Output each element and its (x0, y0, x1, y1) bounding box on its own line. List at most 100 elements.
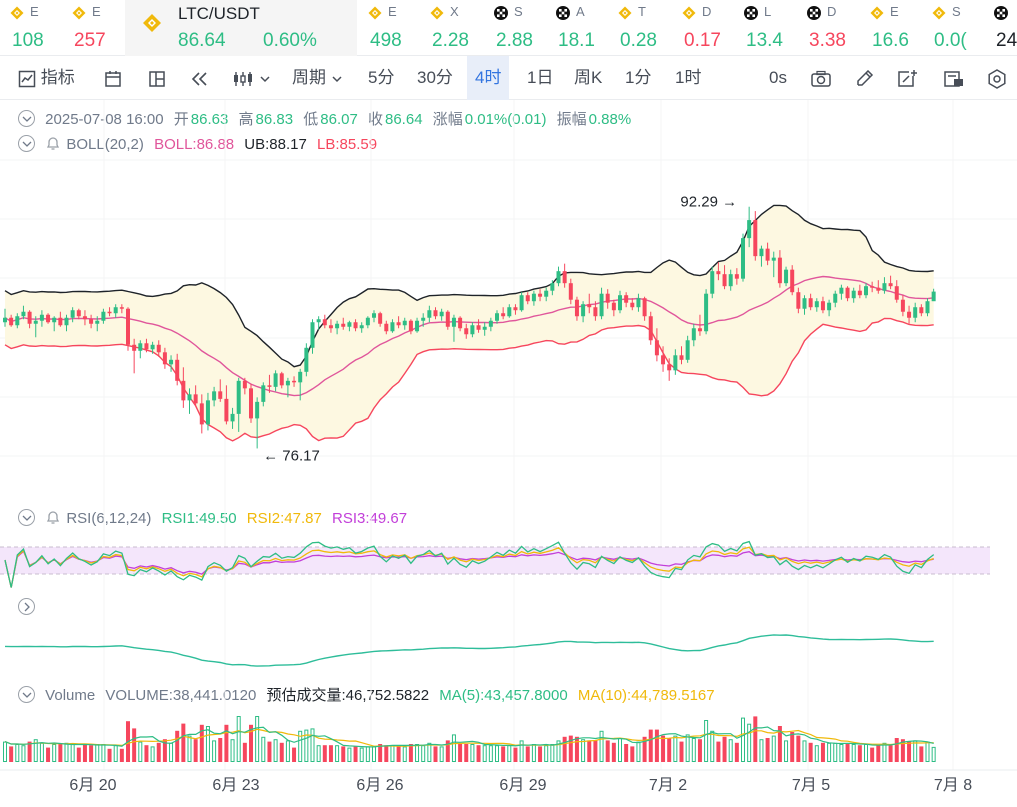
open-label: 开 (173, 111, 189, 128)
chevron-down-icon (332, 75, 342, 82)
candle-body (667, 364, 672, 371)
volume-bar (427, 742, 432, 762)
volume-bar (501, 746, 506, 762)
volume-bar (599, 730, 604, 762)
candle-type-button[interactable] (104, 56, 122, 100)
candle-body (796, 292, 801, 309)
ticker-item[interactable]: E 16.6 (860, 0, 922, 55)
ticker-item[interactable]: D 3.38 (797, 0, 859, 55)
volume-bar (833, 742, 838, 762)
candle-body (212, 391, 217, 401)
volume-bar (777, 726, 782, 762)
ticker-name: A (576, 4, 585, 19)
low-price-marker: ← 76.17 (263, 447, 320, 464)
volume-bar (169, 742, 174, 762)
candle-body (181, 380, 186, 401)
extra-indicator-legend (18, 598, 41, 616)
bnb-icon (143, 14, 161, 32)
collapse-toggle[interactable] (18, 135, 35, 152)
volume-bar (624, 744, 629, 762)
ticker-item[interactable]: S 2.88 (484, 0, 546, 55)
layout-button[interactable] (148, 56, 166, 100)
candle-body (353, 322, 358, 329)
bell-icon[interactable] (45, 135, 61, 151)
volume-bar (495, 745, 499, 763)
high-label: 高 (238, 111, 254, 128)
okx-icon (556, 6, 570, 20)
candle-body (697, 328, 702, 332)
expand-toggle[interactable] (18, 598, 35, 615)
collapse-toggle[interactable] (18, 686, 35, 703)
ticker-item[interactable]: X 2.28 (420, 0, 482, 55)
collapse-toggle[interactable] (18, 509, 35, 526)
volume-bar (882, 742, 887, 762)
bell-icon[interactable] (45, 509, 61, 525)
candle-body (864, 286, 868, 296)
ticker-item[interactable]: S 0.0( (922, 0, 984, 55)
volume-bar (888, 745, 893, 762)
candle-body (556, 271, 561, 284)
interval-1min[interactable]: 1分 (625, 68, 652, 87)
change-label: 涨幅 (432, 111, 463, 128)
interval-30m[interactable]: 30分 (417, 68, 453, 87)
replay-button[interactable] (190, 56, 210, 100)
candle-body (3, 317, 7, 323)
countdown: 0s (769, 68, 787, 87)
chart-style-dropdown[interactable] (232, 56, 271, 100)
volume-bar (654, 729, 659, 762)
ticker-item[interactable]: D 0.17 (672, 0, 734, 55)
candle-body (144, 343, 149, 350)
candle-body (876, 287, 881, 291)
draw-button[interactable] (855, 56, 875, 100)
candle-body (593, 307, 598, 317)
period-dropdown[interactable]: 周期 (292, 56, 343, 100)
candle-body (175, 359, 180, 381)
volume-bar (107, 748, 112, 762)
interval-5m[interactable]: 5分 (368, 68, 395, 87)
interval-1w[interactable]: 周K (574, 68, 603, 87)
candle-body (488, 320, 493, 327)
okx-icon (994, 6, 1008, 20)
volume-bar (593, 740, 598, 762)
pair-change: 0.60% (263, 30, 317, 51)
volume-bar (316, 745, 321, 763)
collapse-toggle[interactable] (18, 110, 35, 127)
add-indicator-button[interactable] (897, 56, 917, 100)
volume-bar (421, 745, 426, 763)
ticker-item[interactable]: E 108 (0, 0, 62, 55)
volume-bar (587, 740, 592, 762)
active-pair-ticker[interactable]: LTC/USDT 86.64 0.60% (125, 0, 357, 56)
candle-body (925, 301, 930, 314)
ticker-item[interactable]: E 498 (358, 0, 420, 55)
interval-4h[interactable]: 4时 (467, 56, 510, 100)
volume-bar (95, 744, 100, 762)
volume-bar (390, 745, 395, 763)
ticker-name: E (388, 4, 397, 19)
interval-1h[interactable]: 1时 (675, 68, 702, 87)
chevron-down-icon (22, 141, 32, 147)
indicator-button[interactable]: 指标 (18, 56, 75, 100)
volume-bar (808, 742, 813, 762)
layout-icon (149, 70, 165, 87)
candle-body (378, 313, 383, 324)
settings-button[interactable] (987, 56, 1007, 100)
volume-bar (636, 741, 641, 762)
ticker-name: X (450, 4, 459, 19)
candle-body (230, 413, 235, 422)
ticker-item[interactable]: L 13.4 (734, 0, 796, 55)
candle-body (261, 385, 266, 402)
interval-1d[interactable]: 1日 (527, 68, 554, 87)
candle-body (624, 295, 629, 303)
candle-body (495, 313, 499, 321)
ticker-item[interactable]: A 18.1 (546, 0, 608, 55)
ticker-item[interactable]: 24 (984, 0, 1017, 55)
ticker-item[interactable]: T 0.28 (608, 0, 670, 55)
volume-bar (513, 747, 518, 762)
screenshot-button[interactable] (810, 56, 832, 100)
ticker-item[interactable]: E 257 (62, 0, 124, 55)
template-button[interactable] (943, 56, 965, 100)
volume-bar (820, 742, 825, 762)
candle-body (322, 319, 327, 326)
volume-bar (33, 739, 38, 763)
